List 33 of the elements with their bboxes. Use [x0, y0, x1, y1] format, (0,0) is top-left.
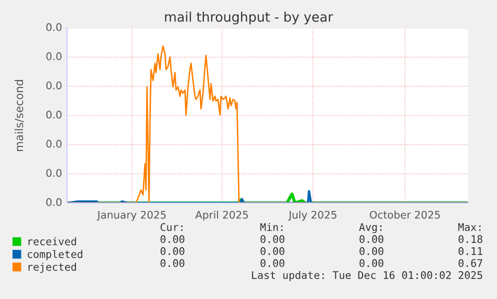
x-tick-label: April 2025 — [195, 210, 248, 221]
text: 0.00 — [360, 247, 384, 256]
text: 0.00 — [260, 259, 284, 268]
text: 0.0 — [46, 110, 62, 119]
text: 0.0 — [46, 140, 62, 148]
x-tick-label: October 2025 — [370, 210, 440, 219]
legend-label: received — [28, 237, 76, 246]
text: 0.11 — [458, 247, 482, 256]
x-tick-label: January 2025 — [96, 210, 166, 221]
text: 0.00 — [260, 247, 284, 256]
text: 0.00 — [360, 235, 384, 244]
text: 0.0 — [46, 198, 62, 206]
chart-title: mail throughput - by year — [165, 12, 334, 24]
text: Cur: — [160, 223, 182, 232]
text: 0.0 — [46, 81, 62, 90]
text: 0.00 — [260, 235, 284, 244]
text: Last update: Tue Dec 16 01:00:02 2025 — [252, 270, 482, 282]
legend-label: completed — [28, 250, 82, 260]
text: Min: — [260, 222, 282, 231]
text: Max: — [458, 223, 480, 232]
text: 0.00 — [160, 259, 184, 268]
text: 0.18 — [458, 235, 482, 244]
text: 0.0 — [46, 52, 62, 60]
y-axis-title: mails/second — [14, 80, 24, 151]
text: 0.00 — [160, 247, 184, 256]
text: 0.67 — [458, 259, 482, 268]
text: 0.0 — [46, 168, 62, 177]
legend-label: rejected — [28, 262, 76, 273]
text: 0.0 — [46, 23, 62, 32]
x-tick-label: July 2025 — [288, 210, 336, 221]
text: 0.00 — [360, 259, 384, 268]
text: 0.00 — [160, 235, 184, 244]
text: Avg: — [359, 223, 382, 234]
